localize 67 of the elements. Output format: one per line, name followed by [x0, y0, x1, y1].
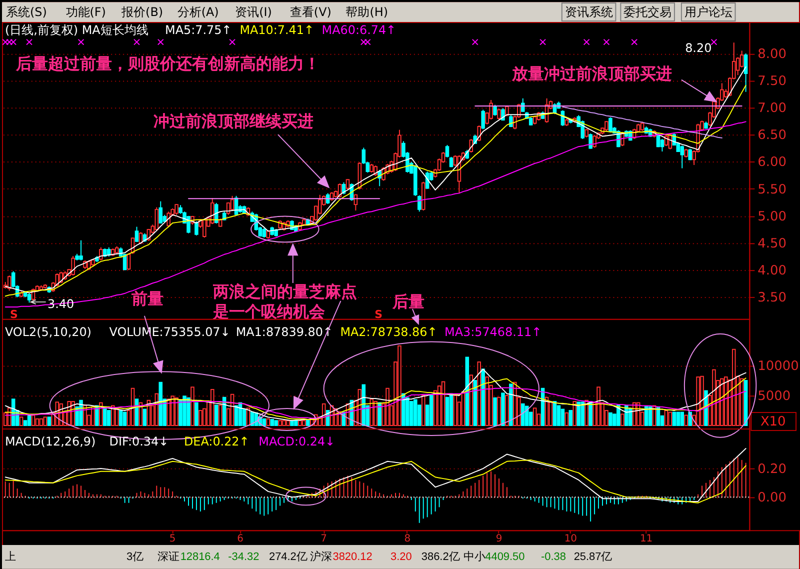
- text: 报价(B): [120, 5, 164, 20]
- annotation: MACD:0.24↓: [258, 434, 336, 448]
- text: 上: [4, 550, 16, 563]
- y-tick-label: 7.50: [758, 74, 786, 89]
- y-tick-label: 4.00: [758, 264, 786, 279]
- x-tick-label: 8: [404, 534, 411, 545]
- y-tick-label: 10000: [758, 359, 799, 374]
- y-tick-label: 7.00: [758, 101, 786, 116]
- text: MA60:6.74↑: [322, 22, 396, 37]
- chart-title: (日线,前复权) MA短长均线: [4, 22, 148, 37]
- annotation: 两浪之间的量芝麻点: [212, 282, 358, 301]
- text: 25.87亿: [574, 550, 612, 563]
- text: 274.2亿: [268, 550, 308, 563]
- text: 沪深: [310, 550, 332, 563]
- text: 资讯系统: [564, 5, 613, 20]
- x-tick-label: 6: [237, 534, 244, 545]
- text: MACD(12,26,9): [4, 434, 96, 448]
- text: -0.38: [540, 550, 566, 563]
- series-label: DIF:0.34↓: [109, 434, 169, 448]
- series-label: DEA:0.22↑: [184, 434, 250, 448]
- text: MA3:57468.11↑: [444, 324, 542, 339]
- x-tick-label: 7: [320, 534, 328, 545]
- text: VOL2(5,10,20): [4, 324, 92, 339]
- annotation: 是一个吸纳机会: [212, 302, 326, 321]
- text: 12816.4: [180, 550, 220, 563]
- text: 3.20: [390, 550, 412, 563]
- annotation: S: [10, 308, 18, 321]
- text: MA5:7.75↑: [165, 22, 232, 37]
- text: 功能(F): [66, 5, 106, 20]
- y-tick-label: 0.00: [758, 490, 786, 506]
- y-tick-label: 5.00: [758, 209, 786, 224]
- text: 中小: [463, 550, 486, 563]
- text: 用户论坛: [684, 5, 732, 20]
- y-tick-label: 3.50: [758, 290, 786, 306]
- text: 4409.50: [485, 550, 525, 563]
- text: 3亿: [126, 550, 144, 563]
- text: 分析(A): [177, 5, 219, 20]
- text: -34.32: [228, 550, 260, 563]
- annotation: 后量超过前量，则股价还有创新高的能力！: [14, 54, 320, 73]
- text: MA10:7.41↑: [240, 22, 314, 37]
- annotation: 放量冲过前浪顶部买进: [511, 64, 672, 83]
- text: MA2:78738.86↑: [340, 324, 438, 339]
- annotation: 前量: [130, 288, 164, 308]
- y-tick-label: 0.20: [758, 462, 786, 478]
- annotation: 后量: [392, 292, 425, 311]
- y-tick-label: 6.00: [758, 155, 786, 170]
- y-tick-label: 4.50: [758, 236, 786, 252]
- y-tick-label: 6.50: [758, 128, 786, 144]
- text: 帮助(H): [346, 5, 388, 20]
- annotation: 冲过前浪顶部继续买进: [153, 112, 314, 131]
- x-tick-label: 10: [564, 534, 577, 545]
- text: 委托交易: [624, 5, 672, 20]
- text: 资讯(I): [235, 5, 272, 20]
- annotation: S: [374, 308, 383, 321]
- text: 查看(V): [290, 5, 332, 20]
- annotation: 8.20: [685, 40, 712, 55]
- x-tick-label: 11: [640, 534, 653, 545]
- text: 3820.12: [332, 550, 372, 563]
- text: 系统(S): [6, 5, 47, 20]
- x-tick-label: 9: [496, 534, 502, 545]
- y-tick-label: 8.00: [758, 46, 786, 62]
- text: X10: [760, 414, 786, 430]
- text: 深证: [157, 550, 180, 563]
- y-tick-label: 5000: [758, 389, 791, 404]
- text: 386.2亿: [421, 550, 460, 563]
- y-tick-label: 5.50: [758, 182, 786, 198]
- x-tick-label: 5: [169, 534, 176, 545]
